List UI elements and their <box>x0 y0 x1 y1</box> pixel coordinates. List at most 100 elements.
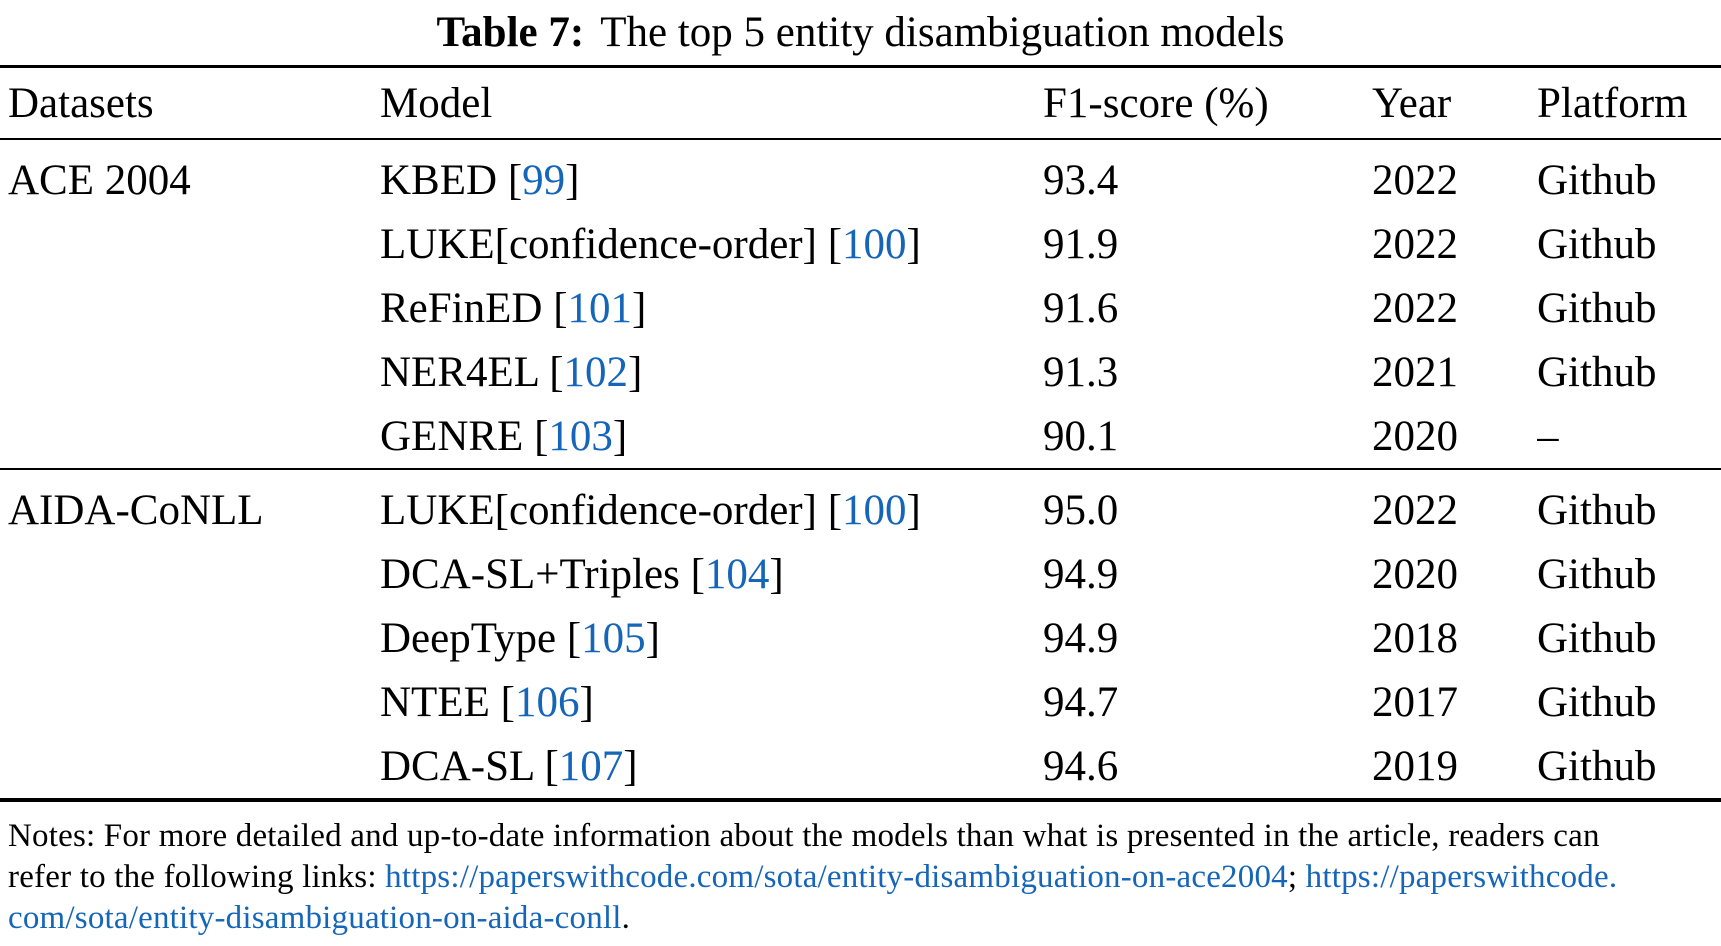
cell-dataset: ACE 2004 <box>8 156 191 204</box>
citation-link[interactable]: 106 <box>514 678 580 726</box>
cell-f1-score: 90.1 <box>1043 412 1119 460</box>
cell-platform: Github <box>1537 614 1657 662</box>
citation-bracket-open: [ <box>679 550 705 598</box>
notes-url-link[interactable]: https://paperswithcode.com/sota/entity-d… <box>385 859 1288 895</box>
cell-platform: Github <box>1537 156 1657 204</box>
notes-text: ; <box>1287 859 1306 895</box>
cell-f1-score: 95.0 <box>1043 486 1119 534</box>
table-group: ACE 2004 KBED [99] 93.4 2022 Github LUKE… <box>0 140 1721 468</box>
table-body: ACE 2004 KBED [99] 93.4 2022 Github LUKE… <box>0 140 1721 798</box>
cell-f1-score: 91.3 <box>1043 348 1119 396</box>
citation-link[interactable]: 99 <box>522 156 566 204</box>
cell-year: 2022 <box>1372 486 1458 534</box>
notes-text: . <box>621 900 631 936</box>
cell-model: NTEE [106] <box>380 678 1043 727</box>
cell-platform: – <box>1537 412 1559 460</box>
citation-bracket-close: ] <box>628 348 643 396</box>
cell-year: 2020 <box>1372 412 1458 460</box>
cell-f1-score: 93.4 <box>1043 156 1119 204</box>
table-row: LUKE[confidence-order] [100] 91.9 2022 G… <box>0 212 1721 276</box>
citation-link[interactable]: 107 <box>558 742 624 790</box>
table-rule-under-header <box>0 138 1721 140</box>
table-row: GENRE [103] 90.1 2020 – <box>0 404 1721 468</box>
table-rule-mid <box>0 468 1721 470</box>
model-name: NTEE <box>380 678 490 726</box>
table-rule-bottom <box>0 798 1721 802</box>
citation-bracket-close: ] <box>906 220 921 268</box>
citation-bracket-close: ] <box>565 156 580 204</box>
citation-bracket-open: [ <box>497 156 523 204</box>
table-row: DeepType [105] 94.9 2018 Github <box>0 606 1721 670</box>
citation-link[interactable]: 100 <box>842 486 907 534</box>
citation-link[interactable]: 100 <box>842 220 907 268</box>
cell-year: 2022 <box>1372 156 1458 204</box>
notes-text: refer to the following links: <box>8 859 386 895</box>
model-name: DCA-SL <box>380 742 534 790</box>
table-caption-title: The top 5 entity disambiguation models <box>600 9 1285 56</box>
citation-bracket-close: ] <box>623 742 638 790</box>
cell-f1-score: 91.9 <box>1043 220 1119 268</box>
citation-link[interactable]: 102 <box>563 348 629 396</box>
table-rule-top <box>0 65 1721 68</box>
citation-bracket-open: [ <box>523 412 549 460</box>
table-row: ACE 2004 KBED [99] 93.4 2022 Github <box>0 148 1721 212</box>
model-name: DeepType <box>380 614 557 662</box>
cell-f1-score: 94.6 <box>1043 742 1119 790</box>
table-group: AIDA-CoNLL LUKE[confidence-order] [100] … <box>0 470 1721 798</box>
citation-link[interactable]: 105 <box>581 614 646 662</box>
cell-year: 2022 <box>1372 284 1458 332</box>
table-header-row: Datasets Model F1-score (%) Year Platfor… <box>0 68 1721 138</box>
cell-year: 2021 <box>1372 348 1458 396</box>
citation-bracket-close: ] <box>579 678 594 726</box>
notes-url-link[interactable]: com/sota/entity-disambiguation-on-aida-c… <box>8 900 622 936</box>
model-name: NER4EL <box>380 348 539 396</box>
cell-platform: Github <box>1537 550 1657 598</box>
notes-url-link[interactable]: https://paperswithcode. <box>1305 859 1618 895</box>
cell-f1-score: 94.9 <box>1043 614 1119 662</box>
citation-bracket-close: ] <box>632 284 647 332</box>
column-header-datasets: Datasets <box>8 79 154 127</box>
cell-model: GENRE [103] <box>380 412 1043 461</box>
model-name: LUKE[confidence-order] <box>380 220 817 268</box>
cell-platform: Github <box>1537 742 1657 790</box>
notes-text: Notes: For more detailed and up-to-date … <box>8 818 1600 854</box>
cell-year: 2017 <box>1372 678 1458 726</box>
cell-year: 2022 <box>1372 220 1458 268</box>
cell-year: 2020 <box>1372 550 1458 598</box>
column-header-model: Model <box>380 79 493 127</box>
model-name: KBED <box>380 156 498 204</box>
model-name: GENRE <box>380 412 524 460</box>
cell-model: LUKE[confidence-order] [100] <box>380 220 1043 269</box>
citation-link[interactable]: 104 <box>704 550 770 598</box>
model-name: ReFinED <box>380 284 543 332</box>
table-caption-label: Table 7: <box>436 9 585 56</box>
column-header-platform: Platform <box>1537 79 1688 127</box>
model-name: DCA-SL+Triples <box>380 550 680 598</box>
cell-dataset: AIDA-CoNLL <box>8 486 264 534</box>
column-header-f1-score: F1-score (%) <box>1043 79 1269 127</box>
cell-year: 2019 <box>1372 742 1458 790</box>
table-caption: Table 7: The top 5 entity disambiguation… <box>0 0 1721 65</box>
citation-bracket-open: [ <box>533 742 559 790</box>
citation-bracket-open: [ <box>556 614 582 662</box>
citation-bracket-close: ] <box>769 550 784 598</box>
table-row: AIDA-CoNLL LUKE[confidence-order] [100] … <box>0 478 1721 542</box>
table-row: NER4EL [102] 91.3 2021 Github <box>0 340 1721 404</box>
table-row: DCA-SL [107] 94.6 2019 Github <box>0 734 1721 798</box>
citation-bracket-open: [ <box>542 284 568 332</box>
cell-model: DCA-SL [107] <box>380 742 1043 791</box>
model-name: LUKE[confidence-order] <box>380 486 817 534</box>
cell-model: KBED [99] <box>380 156 1043 205</box>
cell-platform: Github <box>1537 678 1657 726</box>
cell-platform: Github <box>1537 284 1657 332</box>
citation-bracket-open: [ <box>538 348 564 396</box>
citation-link[interactable]: 101 <box>567 284 633 332</box>
citation-bracket-open: [ <box>489 678 515 726</box>
cell-model: DCA-SL+Triples [104] <box>380 550 1043 599</box>
column-header-year: Year <box>1372 79 1452 127</box>
citation-link[interactable]: 103 <box>548 412 613 460</box>
cell-model: NER4EL [102] <box>380 348 1043 397</box>
cell-model: DeepType [105] <box>380 614 1043 663</box>
citation-bracket-open: [ <box>816 220 843 268</box>
